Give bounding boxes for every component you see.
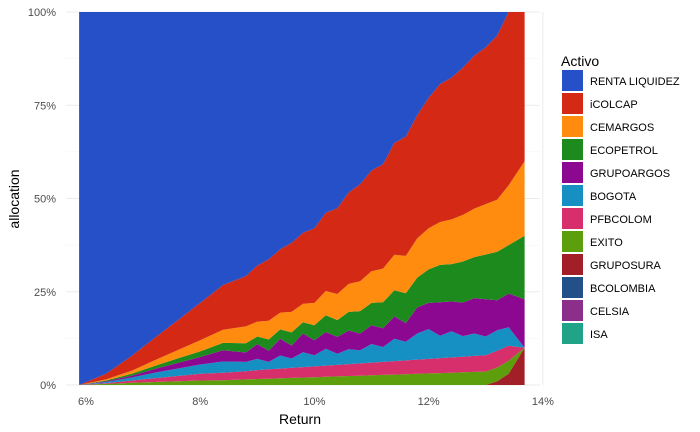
- y-tick-label: 50%: [34, 194, 56, 206]
- y-axis-ticks: 0% 25% 50% 75% 100%: [28, 7, 56, 392]
- legend-label-pfbcolom: PFBCOLOM: [590, 214, 652, 226]
- legend-label-bcolombia: BCOLOMBIA: [590, 283, 656, 295]
- legend-title: Activo: [561, 53, 599, 69]
- legend-key-isa: [562, 323, 583, 344]
- area-renta-liquidez: [79, 12, 525, 385]
- x-tick-label: 8%: [192, 396, 208, 408]
- legend-key-icolcap: [562, 93, 583, 114]
- legend-key-bcolombia: [562, 277, 583, 298]
- legend-label-isa: ISA: [590, 329, 608, 341]
- area-bogota: [79, 327, 525, 385]
- legend: Activo RENTA LIQUIDEZ iCOLCAP CEMARGOS ECOP…: [561, 53, 680, 344]
- y-axis-title: allocation: [6, 169, 22, 228]
- legend-key-celsia: [562, 300, 583, 321]
- legend-key-gruposura: [562, 254, 583, 275]
- x-tick-label: 12%: [418, 396, 440, 408]
- legend-key-renta-liquidez: [562, 70, 583, 91]
- y-tick-label: 75%: [34, 100, 56, 112]
- area-pfbcolom: [79, 345, 525, 385]
- legend-label-grupoargos: GRUPOARGOS: [590, 168, 670, 180]
- y-tick-label: 100%: [28, 7, 56, 19]
- legend-label-celsia: CELSIA: [590, 306, 630, 318]
- area-icolcap: [79, 12, 525, 385]
- x-axis-ticks: 6% 8% 10% 12% 14%: [78, 396, 554, 408]
- legend-label-icolcap: iCOLCAP: [590, 99, 638, 111]
- area-grupoargos: [79, 293, 525, 385]
- legend-key-pfbcolom: [562, 208, 583, 229]
- area-series: [79, 12, 525, 385]
- y-tick-label: 0%: [40, 380, 56, 392]
- legend-key-ecopetrol: [562, 139, 583, 160]
- area-exito: [79, 347, 525, 385]
- x-tick-label: 6%: [78, 396, 94, 408]
- legend-label-cemargos: CEMARGOS: [590, 122, 654, 134]
- legend-key-bogota: [562, 185, 583, 206]
- legend-label-gruposura: GRUPOSURA: [590, 260, 662, 272]
- legend-key-exito: [562, 231, 583, 252]
- x-tick-label: 14%: [532, 396, 554, 408]
- legend-label-renta-liquidez: RENTA LIQUIDEZ: [590, 76, 680, 88]
- legend-key-cemargos: [562, 116, 583, 137]
- legend-label-bogota: BOGOTA: [590, 191, 637, 203]
- y-tick-label: 25%: [34, 287, 56, 299]
- legend-label-ecopetrol: ECOPETROL: [590, 145, 658, 157]
- legend-label-exito: EXITO: [590, 237, 623, 249]
- legend-key-grupoargos: [562, 162, 583, 183]
- x-tick-label: 10%: [303, 396, 325, 408]
- x-axis-title: Return: [279, 411, 321, 427]
